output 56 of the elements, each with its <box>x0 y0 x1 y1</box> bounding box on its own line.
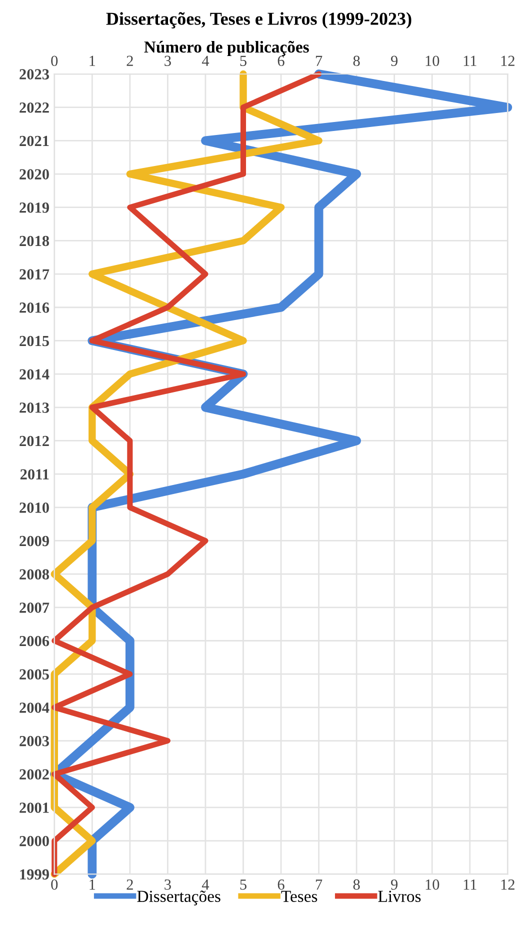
y-tick-label: 2005 <box>20 669 49 680</box>
x2-tick-label: 7 <box>316 56 322 66</box>
y-tick-label: 2002 <box>20 769 49 780</box>
x2-tick-label: 0 <box>51 56 58 66</box>
y-tick-label: 2022 <box>20 102 49 113</box>
y-tick-label: 2020 <box>20 169 49 180</box>
x-tick-label: 6 <box>278 879 284 890</box>
x-tick-label: 3 <box>164 879 171 890</box>
x-tick-label: 12 <box>501 879 514 890</box>
y-tick-label: 1999 <box>20 869 49 880</box>
x2-tick-label: 4 <box>202 56 210 66</box>
legend-label: Dissertações <box>137 890 220 906</box>
x-tick-label: 7 <box>316 880 322 890</box>
y-tick-label: 2018 <box>20 236 50 246</box>
y-tick-label: 2008 <box>20 569 50 580</box>
y-tick-label: 2006 <box>20 636 50 646</box>
x2-tick-label: 1 <box>90 56 96 66</box>
x-tick-label: 10 <box>426 879 440 890</box>
x2-tick-label: 8 <box>353 56 360 66</box>
x2-tick-label: 6 <box>278 56 284 66</box>
x-tick-label: 0 <box>51 879 58 890</box>
y-tick-label: 2021 <box>20 136 49 146</box>
x2-tick-label: 5 <box>240 56 246 66</box>
y-tick-label: 2017 <box>20 269 50 280</box>
x2-tick-label: 2 <box>126 56 133 66</box>
y-tick-label: 2023 <box>20 69 50 80</box>
y-tick-label: 2010 <box>20 502 49 513</box>
x-tick-label: 9 <box>391 879 398 890</box>
y-tick-label: 2015 <box>20 336 49 346</box>
y-tick-label: 2011 <box>20 469 49 480</box>
legend-label: Teses <box>281 890 318 902</box>
x-tick-label: 8 <box>353 879 360 890</box>
y-tick-label: 2003 <box>20 736 50 746</box>
x-tick-label: 11 <box>464 880 476 890</box>
y-tick-label: 2000 <box>20 836 49 846</box>
chart-title: Dissertações, Teses e Livros (1999-2023) <box>106 12 412 29</box>
x-tick-label: 4 <box>202 880 210 890</box>
x-tick-label: 2 <box>126 879 133 890</box>
y-tick-label: 2001 <box>20 802 49 813</box>
y-tick-label: 2016 <box>20 302 50 313</box>
y-tick-label: 2007 <box>20 602 50 613</box>
x2-axis-title: Número de publicações <box>144 40 309 56</box>
y-tick-label: 2014 <box>20 369 50 380</box>
x2-tick-label: 11 <box>464 56 476 66</box>
x2-tick-label: 12 <box>501 56 514 66</box>
x-tick-label: 1 <box>90 880 96 890</box>
y-tick-label: 2004 <box>20 702 50 713</box>
legend-label: Livros <box>378 890 421 902</box>
x2-tick-label: 9 <box>391 56 398 66</box>
x2-tick-label: 3 <box>164 56 171 66</box>
y-tick-label: 2012 <box>20 436 49 446</box>
y-tick-label: 2019 <box>20 202 49 213</box>
y-tick-label: 2009 <box>20 536 49 546</box>
x2-tick-label: 10 <box>426 56 440 66</box>
y-tick-label: 2013 <box>20 402 50 413</box>
x-tick-label: 5 <box>240 880 246 890</box>
